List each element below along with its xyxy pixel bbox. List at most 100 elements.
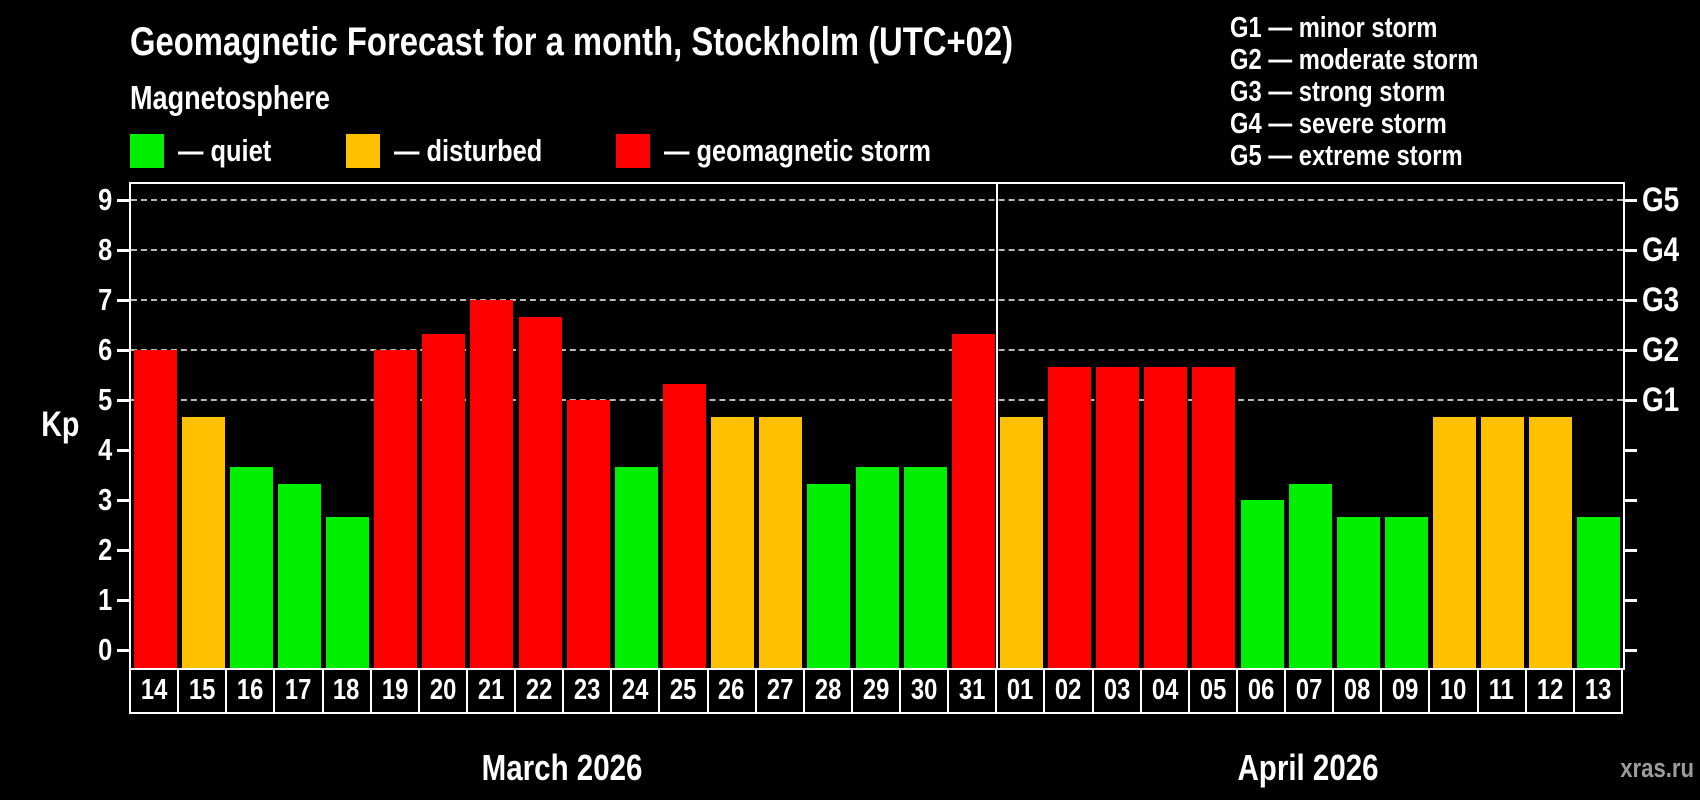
day-label-box-apr-09: 09 <box>1380 668 1431 714</box>
day-label-box-mar-21: 21 <box>465 668 517 714</box>
g-scale-legend-line-4: G4 — severe storm <box>1230 108 1533 140</box>
g-level-label-text: G1 <box>1642 381 1680 420</box>
kp-bar-mar-21 <box>470 300 514 668</box>
y-tick-right-1 <box>1625 598 1637 602</box>
y-tick-label-text: 9 <box>97 182 112 218</box>
g-scale-legend: G1 — minor storm G2 — moderate storm G3 — … <box>1230 12 1533 172</box>
gridline-kp7 <box>131 299 1623 302</box>
kp-bar-apr-11 <box>1481 416 1525 668</box>
g-scale-legend-text: G2 — moderate storm <box>1230 44 1479 76</box>
kp-bar-mar-24 <box>614 466 658 668</box>
day-label-text: 17 <box>285 674 312 706</box>
y-axis-title: Kp <box>18 406 102 444</box>
day-label-box-apr-06: 06 <box>1235 668 1287 714</box>
y-tick-label-1: 1 <box>60 583 112 617</box>
kp-bar-mar-25 <box>662 383 706 668</box>
kp-bar-mar-27 <box>759 416 803 668</box>
day-label-text: 24 <box>622 674 649 706</box>
g-scale-legend-text: G1 — minor storm <box>1230 12 1438 44</box>
legend-label-text: — geomagnetic storm <box>664 133 931 168</box>
day-label-text: 03 <box>1103 674 1130 706</box>
day-label-box-mar-23: 23 <box>562 668 613 714</box>
g-scale-legend-line-2: G2 — moderate storm <box>1230 44 1533 76</box>
day-label-box-mar-22: 22 <box>514 668 565 714</box>
y-tick-right-5 <box>1625 398 1637 402</box>
kp-bar-mar-26 <box>711 416 755 668</box>
page-title-text: Geomagnetic Forecast for a month, Stockh… <box>130 20 1014 64</box>
day-label-box-mar-26: 26 <box>706 668 757 714</box>
day-label-box-mar-17: 17 <box>273 668 324 714</box>
day-label-box-apr-04: 04 <box>1139 668 1190 714</box>
y-tick-right-3 <box>1625 498 1637 502</box>
y-tick-label-7: 7 <box>60 283 112 317</box>
watermark-text: xras.ru <box>1620 753 1694 783</box>
kp-bar-mar-29 <box>855 466 899 668</box>
gridline-kp9 <box>131 199 1623 202</box>
day-label-text: 28 <box>814 674 842 706</box>
day-label-text: 13 <box>1584 674 1612 706</box>
kp-bar-apr-09 <box>1384 516 1428 668</box>
legend-label-quiet: — quiet <box>178 134 292 168</box>
day-label-box-mar-24: 24 <box>610 668 661 714</box>
y-tick-label-6: 6 <box>60 333 112 367</box>
day-label-box-apr-08: 08 <box>1332 668 1383 714</box>
day-label-text: 06 <box>1247 674 1275 706</box>
y-tick-label-8: 8 <box>60 233 112 267</box>
chart-subtitle: Magnetosphere <box>130 80 374 116</box>
day-label-box-apr-05: 05 <box>1187 668 1238 714</box>
y-tick-left-1 <box>117 598 129 602</box>
g-level-label-G4: G4 <box>1642 233 1687 267</box>
y-tick-label-text: 7 <box>97 282 112 318</box>
y-tick-label-text: 2 <box>97 532 112 568</box>
y-tick-label-9: 9 <box>60 183 112 217</box>
kp-bar-mar-16 <box>229 466 273 668</box>
y-tick-left-9 <box>117 198 129 202</box>
kp-bar-apr-08 <box>1336 516 1380 668</box>
g-scale-legend-text: G5 — extreme storm <box>1230 140 1463 172</box>
day-label-text: 23 <box>573 674 601 706</box>
y-tick-left-3 <box>117 498 129 502</box>
g-level-label-text: G4 <box>1642 231 1680 270</box>
g-scale-legend-text: G4 — severe storm <box>1230 108 1447 140</box>
day-label-text: 31 <box>959 674 986 706</box>
g-scale-legend-line-5: G5 — extreme storm <box>1230 140 1533 172</box>
y-tick-right-7 <box>1625 298 1637 302</box>
day-label-box-mar-28: 28 <box>802 668 853 714</box>
day-label-box-mar-30: 30 <box>899 668 950 714</box>
g-level-label-text: G5 <box>1642 181 1680 220</box>
y-tick-right-6 <box>1625 348 1637 352</box>
day-label-text: 25 <box>670 674 697 706</box>
g-scale-legend-text: G3 — strong storm <box>1230 76 1446 108</box>
y-tick-label-text: 3 <box>97 482 112 518</box>
legend-label-storm: — geomagnetic storm <box>664 134 990 168</box>
day-label-box-apr-13: 13 <box>1572 668 1623 714</box>
day-label-text: 11 <box>1489 674 1515 706</box>
y-tick-label-3: 3 <box>60 483 112 517</box>
legend-label-text: — disturbed <box>394 133 543 168</box>
y-axis-title-text: Kp <box>40 405 80 444</box>
day-label-box-apr-10: 10 <box>1428 668 1479 714</box>
y-tick-label-5: 5 <box>60 383 112 417</box>
day-label-box-mar-15: 15 <box>177 668 228 714</box>
kp-bar-mar-18 <box>326 516 370 668</box>
kp-bar-mar-17 <box>277 483 321 668</box>
legend-swatch-disturbed <box>346 134 380 168</box>
day-label-text: 09 <box>1392 674 1419 706</box>
day-label-text: 20 <box>429 674 457 706</box>
day-label-box-mar-25: 25 <box>658 668 709 714</box>
day-label-text: 19 <box>381 674 408 706</box>
day-label-box-mar-20: 20 <box>417 668 468 714</box>
day-label-box-apr-11: 11 <box>1476 668 1527 714</box>
day-label-box-mar-27: 27 <box>754 668 805 714</box>
day-label-text: 12 <box>1536 674 1564 706</box>
day-label-text: 26 <box>718 674 745 706</box>
kp-bar-apr-03 <box>1096 366 1140 668</box>
y-tick-label-text: 4 <box>97 432 112 468</box>
g-scale-legend-line-3: G3 — strong storm <box>1230 76 1533 108</box>
kp-bar-apr-12 <box>1529 416 1573 668</box>
y-tick-right-0 <box>1625 648 1637 652</box>
day-label-box-mar-14: 14 <box>129 668 180 714</box>
y-tick-left-2 <box>117 548 129 552</box>
y-tick-label-4: 4 <box>60 433 112 467</box>
